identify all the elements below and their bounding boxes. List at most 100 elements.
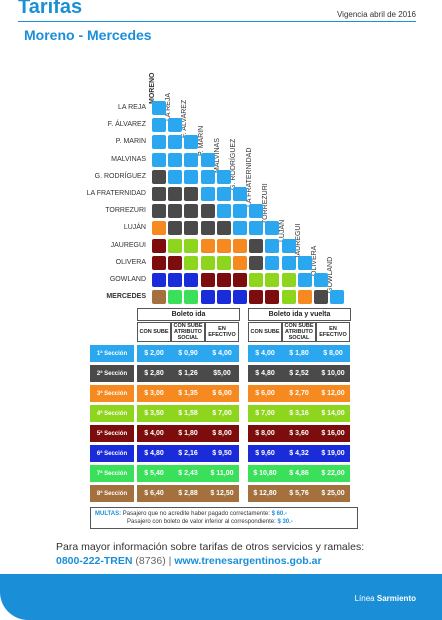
row-label-station: JAUREGUI (110, 241, 146, 249)
ticket-group-header: Boleto ida y vuelta (248, 308, 351, 321)
website-link[interactable]: www.trenesargentinos.gob.ar (174, 555, 322, 567)
fare-section-cell (265, 255, 280, 270)
fare-section-cell (152, 238, 166, 253)
fare-section-cell (184, 135, 199, 150)
row-label-station: F. ÁLVAREZ (107, 121, 146, 129)
fare-price: $ 3,16 (282, 405, 316, 422)
fare-price: $ 4,00 (205, 345, 239, 362)
section-label: 1ª Sección (90, 345, 134, 362)
fare-section-cell (152, 135, 166, 150)
section-label: 7ª Sección (90, 465, 134, 482)
fare-section-cell (168, 290, 183, 305)
fare-price: $ 19,00 (316, 445, 350, 462)
fare-section-cell (152, 187, 166, 201)
fare-section-cell (249, 290, 264, 305)
fare-price: $ 5,76 (282, 485, 316, 502)
fare-section-cell (200, 273, 215, 287)
fines-line-1: Pasajero que no acredite haber pagado co… (122, 511, 270, 517)
payment-method-header: CON SUBE ATRIBUTO SOCIAL (171, 322, 205, 342)
fare-price: $ 2,70 (282, 385, 316, 402)
fare-section-cell (216, 187, 231, 201)
fare-section-cell (152, 290, 166, 305)
column-label-station: GOWLAND (327, 257, 335, 294)
fines-line-2: Pasajero con boleto de valor inferior al… (127, 519, 276, 525)
fare-price: $ 2,52 (282, 365, 316, 382)
fare-section-cell (233, 221, 247, 236)
fare-section-cell (200, 169, 215, 184)
fare-section-cell (168, 152, 183, 167)
fare-section-cell (216, 204, 231, 219)
fare-price: $ 6,00 (248, 385, 282, 402)
row-label-station: LA FRATERNIDAD (86, 190, 146, 197)
row-label-station: MERCEDES (106, 293, 146, 301)
fare-section-cell (200, 290, 215, 305)
fare-price: $ 2,00 (137, 345, 171, 362)
footer-band (0, 574, 442, 620)
fare-price: $ 12,50 (205, 485, 239, 502)
section-label: 3ª Sección (90, 385, 134, 402)
phone-number[interactable]: 0800-222-TREN (56, 555, 133, 567)
payment-method-header: CON SUBE ATRIBUTO SOCIAL (282, 322, 316, 342)
column-label-station: MALVINAS (213, 137, 221, 173)
fare-section-cell (168, 238, 183, 253)
fare-price: $ 4,32 (282, 445, 316, 462)
fare-price: $ 5,40 (137, 465, 171, 482)
column-label-station: P. MARIN (197, 125, 205, 156)
section-label: 6ª Sección (90, 445, 134, 462)
fare-price: $ 16,00 (316, 425, 350, 442)
fare-price: $ 2,43 (171, 465, 205, 482)
fines-box: MULTAS: Pasajero que no acredite haber p… (90, 507, 358, 529)
fare-price: $ 9,60 (248, 445, 282, 462)
line-name: Línea Sarmiento (355, 594, 416, 603)
fare-price: $ 8,00 (316, 345, 350, 362)
fare-price: $5,00 (205, 365, 239, 382)
contact-separator: | (168, 555, 172, 567)
row-label-station: TORREZURI (105, 207, 146, 215)
row-label-station: LA REJA (117, 104, 146, 111)
more-info-text: Para mayor información sobre tarifas de … (56, 541, 365, 553)
fare-section-cell (265, 290, 280, 305)
column-label-station: LA FRATERNIDAD (246, 147, 254, 208)
fare-section-cell (184, 255, 199, 270)
fare-section-cell (281, 290, 296, 305)
fare-section-cell (184, 204, 199, 219)
fare-section-cell (281, 273, 296, 287)
fare-section-cell (281, 255, 296, 270)
fare-section-cell (168, 169, 183, 184)
fare-section-cell (233, 273, 247, 287)
fare-price: $ 10,80 (248, 465, 282, 482)
fare-section-cell (200, 221, 215, 236)
route-title: Moreno - Mercedes (24, 27, 152, 43)
fare-section-cell (216, 238, 231, 253)
fare-section-cell (168, 273, 183, 287)
fare-section-cell (265, 221, 280, 236)
fare-section-cell (152, 255, 166, 270)
fare-section-cell (233, 204, 247, 219)
row-label-station: P. MARIN (115, 138, 146, 146)
fare-section-cell (216, 169, 231, 184)
fare-price: $ 7,00 (248, 405, 282, 422)
fare-section-cell (249, 255, 264, 270)
fare-section-cell (265, 238, 280, 253)
fare-price: $ 4,80 (137, 445, 171, 462)
payment-method-header: CON SUBE (137, 322, 171, 342)
ticket-group-header: Boleto ida (137, 308, 240, 321)
fare-section-cell (168, 255, 183, 270)
fare-section-cell (249, 273, 264, 287)
fines-title: MULTAS: (95, 511, 122, 517)
fare-section-cell (184, 273, 199, 287)
section-label: 2ª Sección (90, 365, 134, 382)
fare-section-cell (152, 101, 166, 115)
fare-section-cell (168, 187, 183, 201)
column-label-station: F. ÁLVAREZ (181, 100, 189, 139)
fare-section-cell (330, 290, 345, 305)
fare-price: $ 3,00 (137, 385, 171, 402)
fare-section-cell (249, 204, 264, 219)
fare-section-cell (200, 187, 215, 201)
fare-price: $ 8,00 (248, 425, 282, 442)
fare-section-cell (152, 204, 166, 219)
fare-price: $ 8,00 (205, 425, 239, 442)
header-divider (18, 21, 416, 22)
fare-section-cell (233, 255, 247, 270)
fare-section-cell (216, 221, 231, 236)
